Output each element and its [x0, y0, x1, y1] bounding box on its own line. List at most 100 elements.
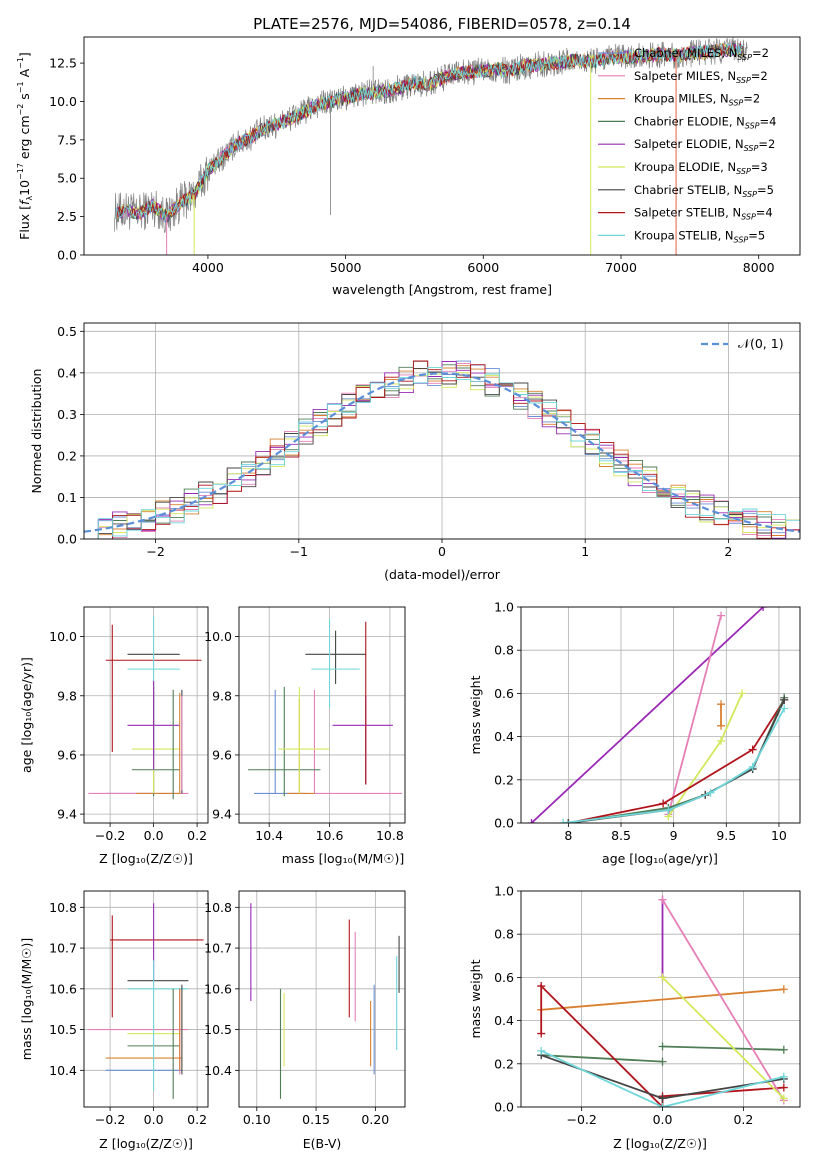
plot-area: [250, 903, 400, 1099]
x-tick-label: −0.2: [566, 1112, 596, 1127]
model-spectrum-line: [115, 42, 745, 219]
model-spectrum-line: [115, 42, 745, 220]
mass-weight-line: [568, 699, 785, 823]
plot-area: [88, 903, 204, 1099]
point-marker: [658, 1042, 667, 1051]
legend-label: Chabrier ELODIE, NSSP=4: [634, 114, 776, 130]
x-axis-label: mass [log₁₀(M/M☉)]: [282, 851, 404, 866]
axes-frame: [83, 322, 801, 540]
mass-vs-metallicity-panel: −0.2 0.0 0.2 10.4 10.5 10.6 10.7 10.8 Z [log₁₀(Z…: [19, 890, 209, 1151]
y-tick-label: 0.2: [57, 448, 77, 463]
x-tick-label: −1: [290, 544, 308, 559]
y-axis-label: mass weight: [468, 959, 483, 1038]
plot-area: [84, 360, 800, 539]
mass-vs-extinction-panel: 0.10 0.15 0.20 10.4 10.5 10.6 10.7 10.8 E(B-V): [204, 890, 406, 1151]
y-tick-label: 0.6: [494, 686, 514, 701]
x-axis-label: wavelength [Angstrom, rest frame]: [332, 282, 552, 297]
x-tick-label: 10.8: [376, 828, 404, 843]
weight-vs-age-panel: 8 8.5 9 9.5 10 0.0 0.2 0.4 0.6 0.8 1.0 age [log₁₀(a…: [468, 600, 801, 866]
y-tick-label: 0.3: [57, 407, 77, 422]
point-marker: [738, 689, 747, 698]
x-tick-label: −2: [146, 544, 164, 559]
figure-title: PLATE=2576, MJD=54086, FIBERID=0578, z=0…: [253, 15, 631, 33]
axes-frame: [83, 890, 209, 1108]
axes-frame: [83, 606, 209, 824]
mass-weight-line: [540, 1049, 785, 1107]
x-tick-label: 0.2: [187, 1112, 207, 1127]
y-tick-label: 0.2: [494, 772, 514, 787]
x-tick-label: 6000: [467, 260, 499, 275]
legend-label: Kroupa ELODIE, NSSP=3: [634, 160, 768, 176]
ticks: −0.2 0.0 0.2 9.4 9.6 9.8 10.0: [49, 629, 207, 843]
legend-label: Salpeter ELODIE, NSSP=2: [634, 137, 775, 153]
y-tick-label: 9.6: [212, 747, 232, 762]
point-marker: [664, 806, 673, 815]
legend-label: 𝒩(0, 1): [738, 336, 784, 351]
axes-frame: [238, 890, 406, 1108]
age-vs-metallicity-panel: −0.2 0.0 0.2 9.4 9.6 9.8 10.0 Z [log₁₀(Z/Z☉)] ag…: [19, 606, 209, 866]
x-tick-label: 0.2: [733, 1112, 753, 1127]
normal-reference-curve: [84, 372, 800, 533]
x-axis-label: age [log₁₀(age/yr)]: [602, 851, 718, 866]
x-tick-label: 9: [670, 828, 678, 843]
x-tick-label: 8.5: [611, 828, 631, 843]
point-marker: [717, 700, 726, 709]
y-tick-label: 1.0: [494, 600, 514, 615]
point-marker: [779, 1072, 788, 1081]
x-axis-label: Z [log₁₀(Z/Z☉)]: [613, 1136, 707, 1151]
y-tick-label: 9.6: [57, 747, 77, 762]
legend-label: Chabrier STELIB, NSSP=5: [634, 183, 774, 199]
x-tick-label: 0.15: [302, 1112, 330, 1127]
mass-weight-line: [530, 607, 764, 823]
y-tick-label: 5.0: [57, 171, 77, 186]
observed-spectrum-line: [113, 37, 748, 233]
x-tick-label: 0.10: [243, 1112, 271, 1127]
y-tick-label: 10.0: [49, 629, 77, 644]
x-tick-label: 8000: [743, 260, 775, 275]
y-axis-label: mass [log₁₀(M/M☉)]: [19, 938, 34, 1060]
x-tick-label: 4000: [192, 260, 224, 275]
y-tick-label: 0.0: [494, 1100, 514, 1115]
grid: [239, 607, 405, 823]
y-tick-label: 0.0: [57, 248, 77, 263]
point-marker: [748, 745, 757, 754]
grid: [521, 606, 800, 824]
residual-histogram-panel: −2 −1 0 1 2 0.0 0.1 0.2 0.3 0.4 0.5 𝒩(0, 1) (data-mo…: [29, 322, 801, 582]
y-axis-label: age [log₁₀(age/yr)]: [19, 657, 34, 773]
ticks: −0.2 0.0 0.2 10.4 10.5 10.6 10.7 10.8: [49, 900, 207, 1127]
x-tick-label: −0.2: [95, 828, 125, 843]
point-marker: [527, 819, 536, 823]
y-tick-label: 0.8: [494, 643, 514, 658]
y-tick-label: 0.0: [57, 532, 77, 547]
y-tick-label: 9.8: [212, 688, 232, 703]
weight-vs-metallicity-panel: −0.2 0.0 0.2 0.0 0.2 0.4 0.6 0.8 1.0 Z [log₁₀(Z/Z…: [468, 884, 801, 1151]
plot-area: [113, 37, 748, 255]
axes-frame: [520, 890, 801, 1108]
y-tick-label: 7.5: [57, 132, 77, 147]
grid: [239, 891, 405, 1107]
x-tick-label: 0.0: [144, 1112, 164, 1127]
ticks: 0.10 0.15 0.20 10.4 10.5 10.6 10.7 10.8: [204, 900, 389, 1127]
point-marker: [559, 819, 568, 823]
ticks: 4000 5000 6000 7000 8000 0.0 2.5 5.0 7.5 10.0 12.5: [49, 56, 774, 275]
ticks: −0.2 0.0 0.2 0.0 0.2 0.4 0.6 0.8 1.0: [494, 884, 753, 1128]
y-tick-label: 10.0: [49, 94, 77, 109]
age-vs-mass-panel: 10.4 10.6 10.8 9.4 9.6 9.8 10.0 mass [log₁₀(M/M…: [204, 606, 406, 866]
plot-area: [88, 615, 202, 800]
y-axis-label: mass weight: [468, 675, 483, 754]
point-marker: [658, 895, 667, 904]
mass-weight-line: [662, 1045, 784, 1051]
x-axis-label: Z [log₁₀(Z/Z☉)]: [99, 1136, 193, 1151]
point-marker: [537, 1046, 546, 1055]
point-marker: [780, 704, 789, 713]
point-marker: [759, 607, 768, 611]
point-marker: [779, 985, 788, 994]
x-tick-label: 10.4: [255, 828, 283, 843]
mass-weight-line: [541, 1054, 663, 1063]
point-marker: [717, 736, 726, 745]
point-marker: [780, 695, 789, 704]
legend-label: Kroupa MILES, NSSP=2: [634, 92, 760, 108]
y-tick-label: 0.2: [494, 1056, 514, 1071]
point-marker: [748, 762, 757, 771]
